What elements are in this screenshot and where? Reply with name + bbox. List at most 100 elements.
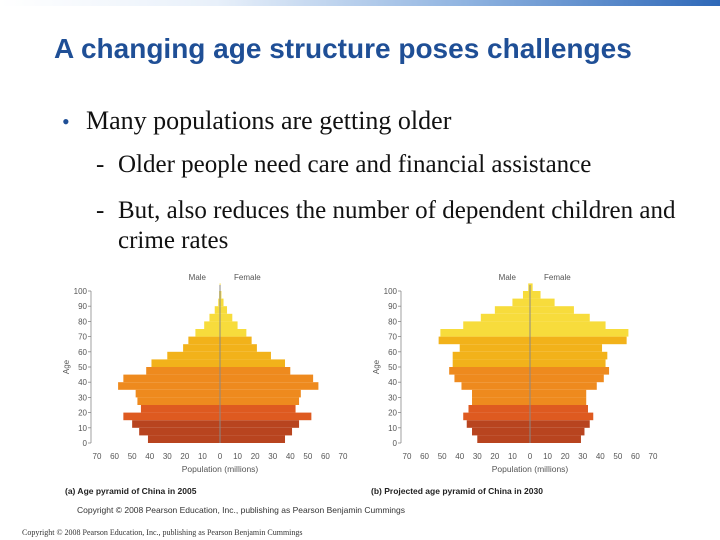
figure-caption: (a) Age pyramid of China in 2005 xyxy=(65,486,197,496)
population-tick-label: 50 xyxy=(613,452,622,461)
population-tick-label: 70 xyxy=(403,452,412,461)
dash-icon: - xyxy=(96,197,105,224)
female-bar-70-74 xyxy=(220,329,247,337)
female-bar-85-89 xyxy=(530,306,574,314)
age-tick-label: 30 xyxy=(388,393,397,402)
female-bar-15-19 xyxy=(220,412,312,421)
female-bar-50-54 xyxy=(530,359,606,367)
male-bar-40-44 xyxy=(123,374,220,383)
population-tick-label: 10 xyxy=(198,452,207,461)
male-bar-90-94 xyxy=(512,298,530,307)
age-tick-label: 30 xyxy=(78,393,87,402)
subbullet-text: But, also reduces the number of dependen… xyxy=(118,197,676,254)
female-bar-75-79 xyxy=(220,321,238,329)
female-bar-45-49 xyxy=(530,367,610,375)
bullet-dot-icon: • xyxy=(62,109,70,134)
population-tick-label: 70 xyxy=(339,452,348,461)
bullet-text: Many populations are getting older xyxy=(86,106,452,135)
female-bar-60-64 xyxy=(220,344,257,352)
male-bar-25-29 xyxy=(137,397,220,405)
slide-title: A changing age structure poses challenge… xyxy=(54,33,632,64)
age-tick-label: 50 xyxy=(388,363,397,372)
population-tick-label: 20 xyxy=(490,452,499,461)
female-bar-25-29 xyxy=(220,397,300,405)
male-bar-85-89 xyxy=(494,306,530,314)
male-bar-60-64 xyxy=(459,344,530,352)
male-bar-75-79 xyxy=(463,321,530,329)
female-bar-55-59 xyxy=(530,351,608,360)
female-bar-20-24 xyxy=(530,405,588,413)
female-bar-50-54 xyxy=(220,359,286,367)
population-tick-label: 60 xyxy=(321,452,330,461)
age-tick-label: 100 xyxy=(74,287,88,296)
age-tick-label: 0 xyxy=(393,439,398,448)
female-bar-70-74 xyxy=(530,329,629,337)
female-bar-95-99 xyxy=(220,291,222,299)
female-bar-60-64 xyxy=(530,344,603,352)
footer-copyright: Copyright © 2008 Pearson Education, Inc.… xyxy=(22,528,303,537)
female-bar-10-14 xyxy=(220,420,300,428)
population-tick-label: 10 xyxy=(543,452,552,461)
population-tick-label: 50 xyxy=(128,452,137,461)
population-tick-label: 50 xyxy=(303,452,312,461)
male-bar-55-59 xyxy=(452,351,530,360)
male-bar-5-9 xyxy=(139,427,220,436)
age-tick-label: 20 xyxy=(78,409,87,418)
female-bar-80-84 xyxy=(220,313,233,322)
population-tick-label: 10 xyxy=(508,452,517,461)
subbullet-item: - But, also reduces the number of depende… xyxy=(96,196,678,256)
female-bar-80-84 xyxy=(530,313,590,322)
male-bar-50-54 xyxy=(151,359,220,367)
population-tick-label: 50 xyxy=(438,452,447,461)
female-bar-35-39 xyxy=(220,382,319,390)
male-bar-35-39 xyxy=(461,382,530,390)
age-tick-label: 90 xyxy=(78,302,87,311)
female-bar-40-44 xyxy=(530,374,604,383)
population-tick-label: 40 xyxy=(596,452,605,461)
male-bar-50-54 xyxy=(452,359,530,367)
population-axis-label: Population (millions) xyxy=(182,464,259,474)
male-bar-95-99 xyxy=(522,291,530,299)
male-bar-85-89 xyxy=(214,306,220,314)
population-axis-label: Population (millions) xyxy=(492,464,569,474)
population-tick-label: 40 xyxy=(145,452,154,461)
male-bar-30-34 xyxy=(472,389,530,398)
male-bar-20-24 xyxy=(468,405,530,413)
dash-icon: - xyxy=(96,151,105,178)
population-tick-label: 40 xyxy=(455,452,464,461)
male-bar-0-4 xyxy=(477,435,530,443)
male-label: Male xyxy=(189,273,207,282)
population-tick-label: 60 xyxy=(420,452,429,461)
female-bar-95-99 xyxy=(530,291,541,299)
male-bar-35-39 xyxy=(118,382,220,390)
female-bar-0-4 xyxy=(220,435,286,443)
female-bar-65-69 xyxy=(530,336,627,345)
female-bar-30-34 xyxy=(220,389,301,398)
age-tick-label: 100 xyxy=(384,287,398,296)
population-tick-label: 10 xyxy=(233,452,242,461)
male-bar-65-69 xyxy=(438,336,530,345)
female-bar-40-44 xyxy=(220,374,314,383)
male-bar-20-24 xyxy=(140,405,220,413)
age-tick-label: 40 xyxy=(78,378,87,387)
male-bar-25-29 xyxy=(472,397,530,405)
age-tick-label: 20 xyxy=(388,409,397,418)
female-bar-90-94 xyxy=(530,298,555,307)
female-bar-75-79 xyxy=(530,321,606,329)
population-tick-label: 30 xyxy=(268,452,277,461)
male-bar-70-74 xyxy=(440,329,530,337)
male-bar-15-19 xyxy=(463,412,530,421)
female-bar-30-34 xyxy=(530,389,587,398)
age-tick-label: 10 xyxy=(78,424,87,433)
male-bar-30-34 xyxy=(135,389,220,398)
female-bar-55-59 xyxy=(220,351,271,360)
subbullet-text: Older people need care and financial ass… xyxy=(118,151,592,178)
male-bar-45-49 xyxy=(449,367,530,375)
age-tick-label: 50 xyxy=(78,363,87,372)
female-bar-100+ xyxy=(530,283,533,291)
female-bar-65-69 xyxy=(220,336,252,345)
age-tick-label: 70 xyxy=(388,333,397,342)
